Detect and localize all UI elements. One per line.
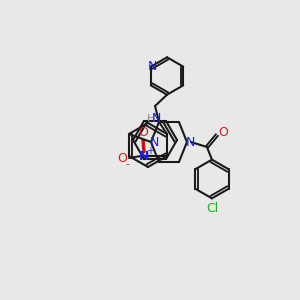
Text: O: O — [138, 127, 148, 140]
Text: N: N — [139, 149, 149, 163]
Text: H: H — [147, 114, 155, 124]
Text: O: O — [117, 152, 127, 164]
Text: N: N — [152, 112, 161, 125]
Text: Cl: Cl — [206, 202, 218, 215]
Text: N: N — [149, 136, 159, 148]
Text: -: - — [125, 159, 129, 169]
Text: N: N — [148, 60, 158, 73]
Text: N: N — [185, 136, 195, 148]
Text: O: O — [218, 125, 228, 139]
Text: +: + — [146, 146, 154, 156]
